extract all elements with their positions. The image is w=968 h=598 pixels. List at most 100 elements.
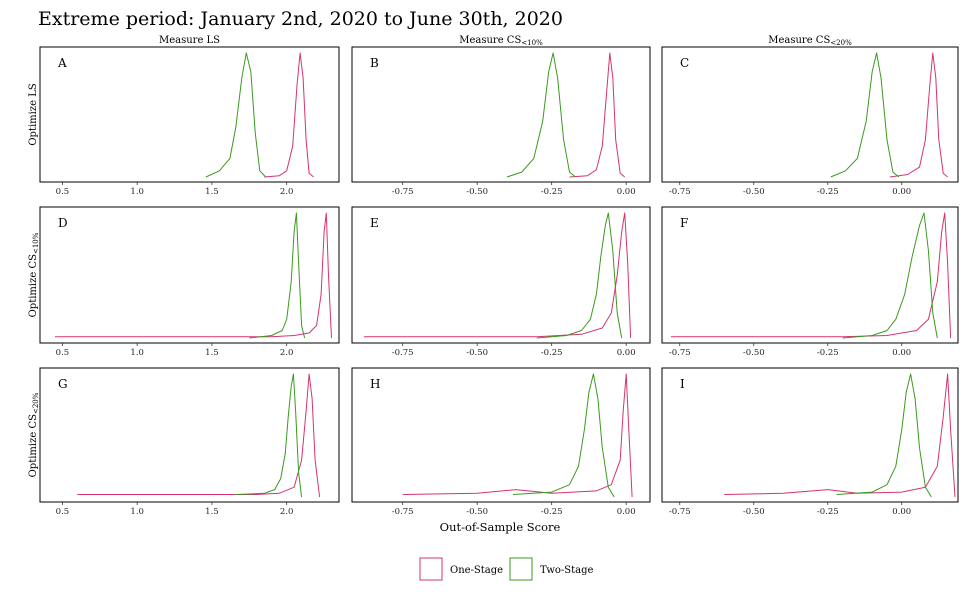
x-tick-label: 1.0 <box>130 187 144 197</box>
x-tick-label: -0.75 <box>392 348 414 358</box>
column-title-3-subscript: <20% <box>830 39 852 47</box>
panel-border <box>351 206 651 344</box>
panel-border <box>39 46 340 183</box>
panel-border <box>39 206 340 344</box>
panel-label: F <box>680 216 688 230</box>
panel-border <box>661 46 959 183</box>
x-tick-label: 0.00 <box>892 507 911 517</box>
legend-key <box>509 557 533 581</box>
x-tick-label: 0.00 <box>617 187 636 197</box>
two-stage-density-line <box>512 373 615 498</box>
one-stage-density-line <box>55 212 332 339</box>
legend-key <box>419 557 443 581</box>
row-title-2: Optimize CS<10% <box>28 232 40 317</box>
column-title-3: Measure CS<20% <box>768 35 852 47</box>
two-stage-density-line <box>842 212 938 339</box>
x-tick-label: 0.5 <box>56 348 70 358</box>
x-tick-label: 0.00 <box>617 507 636 517</box>
x-tick-label: -0.50 <box>743 507 765 517</box>
one-stage-density-line <box>402 373 633 498</box>
x-tick-label: 1.5 <box>205 507 219 517</box>
row-title-2-text: Optimize CS <box>28 254 39 318</box>
row-title-1: Optimize LS <box>28 83 39 146</box>
legend: One-Stage Two-Stage <box>419 557 594 581</box>
panel-border <box>39 367 340 503</box>
two-stage-density-line <box>249 212 306 339</box>
panel-f: F -0.75 -0.50 -0.25 0.00 <box>661 206 959 358</box>
x-tick-label: 2.0 <box>280 187 294 197</box>
x-tick-label: -0.25 <box>817 507 839 517</box>
two-stage-density-line <box>235 373 303 498</box>
row-title-3-subscript: <20% <box>32 392 40 414</box>
figure-title: Extreme period: January 2nd, 2020 to Jun… <box>38 8 563 30</box>
x-tick-label: -0.25 <box>817 348 839 358</box>
column-title-1-text: Measure LS <box>159 35 220 46</box>
legend-item-1: One-Stage <box>419 557 503 581</box>
two-stage-density-line <box>830 52 900 178</box>
x-tick-label: -0.25 <box>541 187 563 197</box>
column-title-3-text: Measure CS <box>768 35 830 46</box>
x-tick-label: -0.50 <box>466 187 488 197</box>
two-stage-density-line <box>506 52 576 178</box>
panel-g: G 0.5 1.0 1.5 2.0 <box>39 367 340 517</box>
panel-label: E <box>370 216 379 230</box>
x-tick-label: 0.5 <box>56 507 70 517</box>
x-tick-label: 1.5 <box>205 187 219 197</box>
x-tick-label: 0.00 <box>892 348 911 358</box>
x-tick-label: -0.50 <box>466 348 488 358</box>
x-tick-label: -0.75 <box>669 348 691 358</box>
row-title-2-subscript: <10% <box>32 232 40 254</box>
x-tick-label: 1.0 <box>130 348 144 358</box>
panel-label: I <box>680 377 685 391</box>
panel-d: D 0.5 1.0 1.5 2.0 <box>39 206 340 358</box>
column-title-1: Measure LS <box>159 35 220 46</box>
panel-h: H -0.75 -0.50 -0.25 0.00 <box>351 367 651 517</box>
one-stage-density-line <box>569 52 626 178</box>
panel-label: H <box>370 377 380 391</box>
panel-label: B <box>370 56 379 70</box>
one-stage-density-line <box>363 212 632 339</box>
one-stage-density-line <box>264 52 314 178</box>
x-tick-label: -0.50 <box>743 348 765 358</box>
two-stage-density-line <box>836 373 932 498</box>
panel-border <box>351 46 651 183</box>
one-stage-density-line <box>724 373 956 498</box>
legend-label: Two-Stage <box>540 565 594 576</box>
panel-label: D <box>58 216 68 230</box>
legend-item-2: Two-Stage <box>509 557 594 581</box>
x-tick-label: -0.25 <box>541 348 563 358</box>
panel-border <box>351 367 651 503</box>
x-tick-label: 0.00 <box>617 348 636 358</box>
x-tick-label: 1.0 <box>130 507 144 517</box>
x-tick-label: -0.50 <box>466 507 488 517</box>
panel-i: I -0.75 -0.50 -0.25 0.00 <box>661 367 959 517</box>
panel-a: A 0.5 1.0 1.5 2.0 <box>39 46 340 197</box>
column-title-2-text: Measure CS <box>459 35 521 46</box>
panel-border <box>661 206 959 344</box>
two-stage-density-line <box>205 52 267 178</box>
x-tick-label: -0.75 <box>669 187 691 197</box>
panel-label: A <box>57 56 67 70</box>
panel-label: C <box>680 56 689 70</box>
one-stage-density-line <box>889 52 948 178</box>
row-title-3-text: Optimize CS <box>28 414 39 478</box>
column-title-2-subscript: <10% <box>521 39 543 47</box>
row-title-1-text: Optimize LS <box>28 83 39 146</box>
column-title-2: Measure CS<10% <box>459 35 543 47</box>
panel-label: G <box>58 377 68 391</box>
x-tick-label: 0.00 <box>892 187 911 197</box>
two-stage-density-line <box>536 212 623 339</box>
one-stage-density-line <box>670 212 952 339</box>
x-tick-label: -0.75 <box>669 507 691 517</box>
x-tick-label: 1.5 <box>205 348 219 358</box>
x-tick-label: -0.50 <box>743 187 765 197</box>
x-axis-label: Out-of-Sample Score <box>440 520 561 534</box>
row-title-3: Optimize CS<20% <box>28 392 40 477</box>
panel-b: B -0.75 -0.50 -0.25 0.00 <box>351 46 651 197</box>
x-tick-label: -0.75 <box>392 507 414 517</box>
one-stage-density-line <box>77 373 321 498</box>
panel-e: E -0.75 -0.50 -0.25 0.00 <box>351 206 651 358</box>
facet-grid: Measure LS Measure CS<10% Measure CS<20%Op… <box>28 35 959 517</box>
x-tick-label: -0.25 <box>817 187 839 197</box>
